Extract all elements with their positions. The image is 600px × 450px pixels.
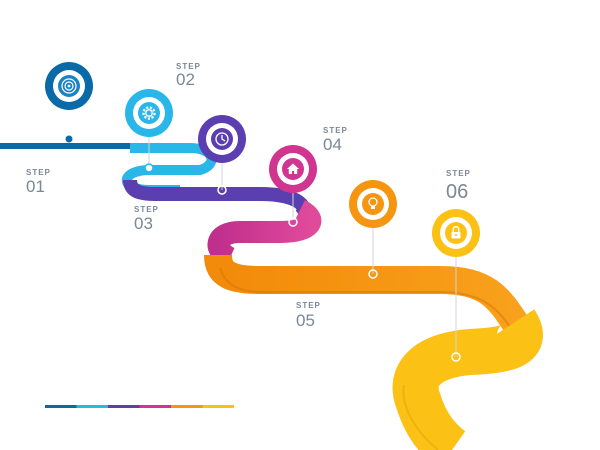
road-edge xyxy=(219,267,516,336)
gear-icon xyxy=(138,102,160,124)
legend-segment xyxy=(45,405,77,408)
step-label-word: STEP xyxy=(446,169,471,178)
step-label-number: 04 xyxy=(323,135,342,154)
step-label-word: STEP xyxy=(296,301,321,310)
legend-segment xyxy=(108,405,140,408)
step-label-05: STEP 05 xyxy=(296,301,321,330)
road-dot-1 xyxy=(65,135,73,143)
step-label-01: STEP 01 xyxy=(26,168,51,196)
step-marker-03 xyxy=(198,115,246,163)
road-dot-4 xyxy=(288,217,298,227)
step-marker-04 xyxy=(269,145,317,193)
road-dot-3 xyxy=(217,185,227,195)
road-dot-5 xyxy=(368,269,378,279)
road xyxy=(0,143,543,450)
legend-segment xyxy=(202,405,234,408)
step-label-number: 06 xyxy=(446,181,468,203)
legend-segment xyxy=(76,405,108,408)
step-label-word: STEP xyxy=(323,126,348,135)
step-marker-02 xyxy=(125,89,173,137)
step-label-number: 05 xyxy=(296,311,315,330)
step-label-word: STEP xyxy=(134,205,159,214)
step-marker-05 xyxy=(349,180,397,228)
road-edge xyxy=(402,384,439,450)
connectors xyxy=(148,136,457,357)
step-label-word: STEP xyxy=(26,168,51,177)
step-label-02: STEP 02 xyxy=(176,62,201,89)
road-segment-4 xyxy=(207,200,322,269)
step-label-number: 02 xyxy=(176,70,195,89)
road-segment-5 xyxy=(204,253,532,338)
legend-segment xyxy=(171,405,203,408)
road-dots xyxy=(65,135,461,362)
step-marker-01 xyxy=(45,62,93,110)
step-marker-06 xyxy=(432,209,480,257)
color-legend-bar xyxy=(45,405,234,408)
lightbulb-icon xyxy=(362,193,384,215)
road-segment-6 xyxy=(392,309,543,450)
lock-icon xyxy=(445,222,467,244)
road-dot-2 xyxy=(144,163,154,173)
step-label-03: STEP 03 xyxy=(134,205,159,233)
road-dot-6 xyxy=(451,352,461,362)
legend-segment xyxy=(139,405,171,408)
step-label-04: STEP 04 xyxy=(323,126,348,154)
step-label-number: 03 xyxy=(134,214,153,233)
step-label-number: 01 xyxy=(26,177,45,196)
step-label-word: STEP xyxy=(176,62,201,71)
step-label-06: STEP 06 xyxy=(446,169,471,203)
home-icon xyxy=(282,158,304,180)
target-icon xyxy=(58,75,80,97)
road-segment-2 xyxy=(121,143,217,195)
clock-icon xyxy=(211,128,233,150)
